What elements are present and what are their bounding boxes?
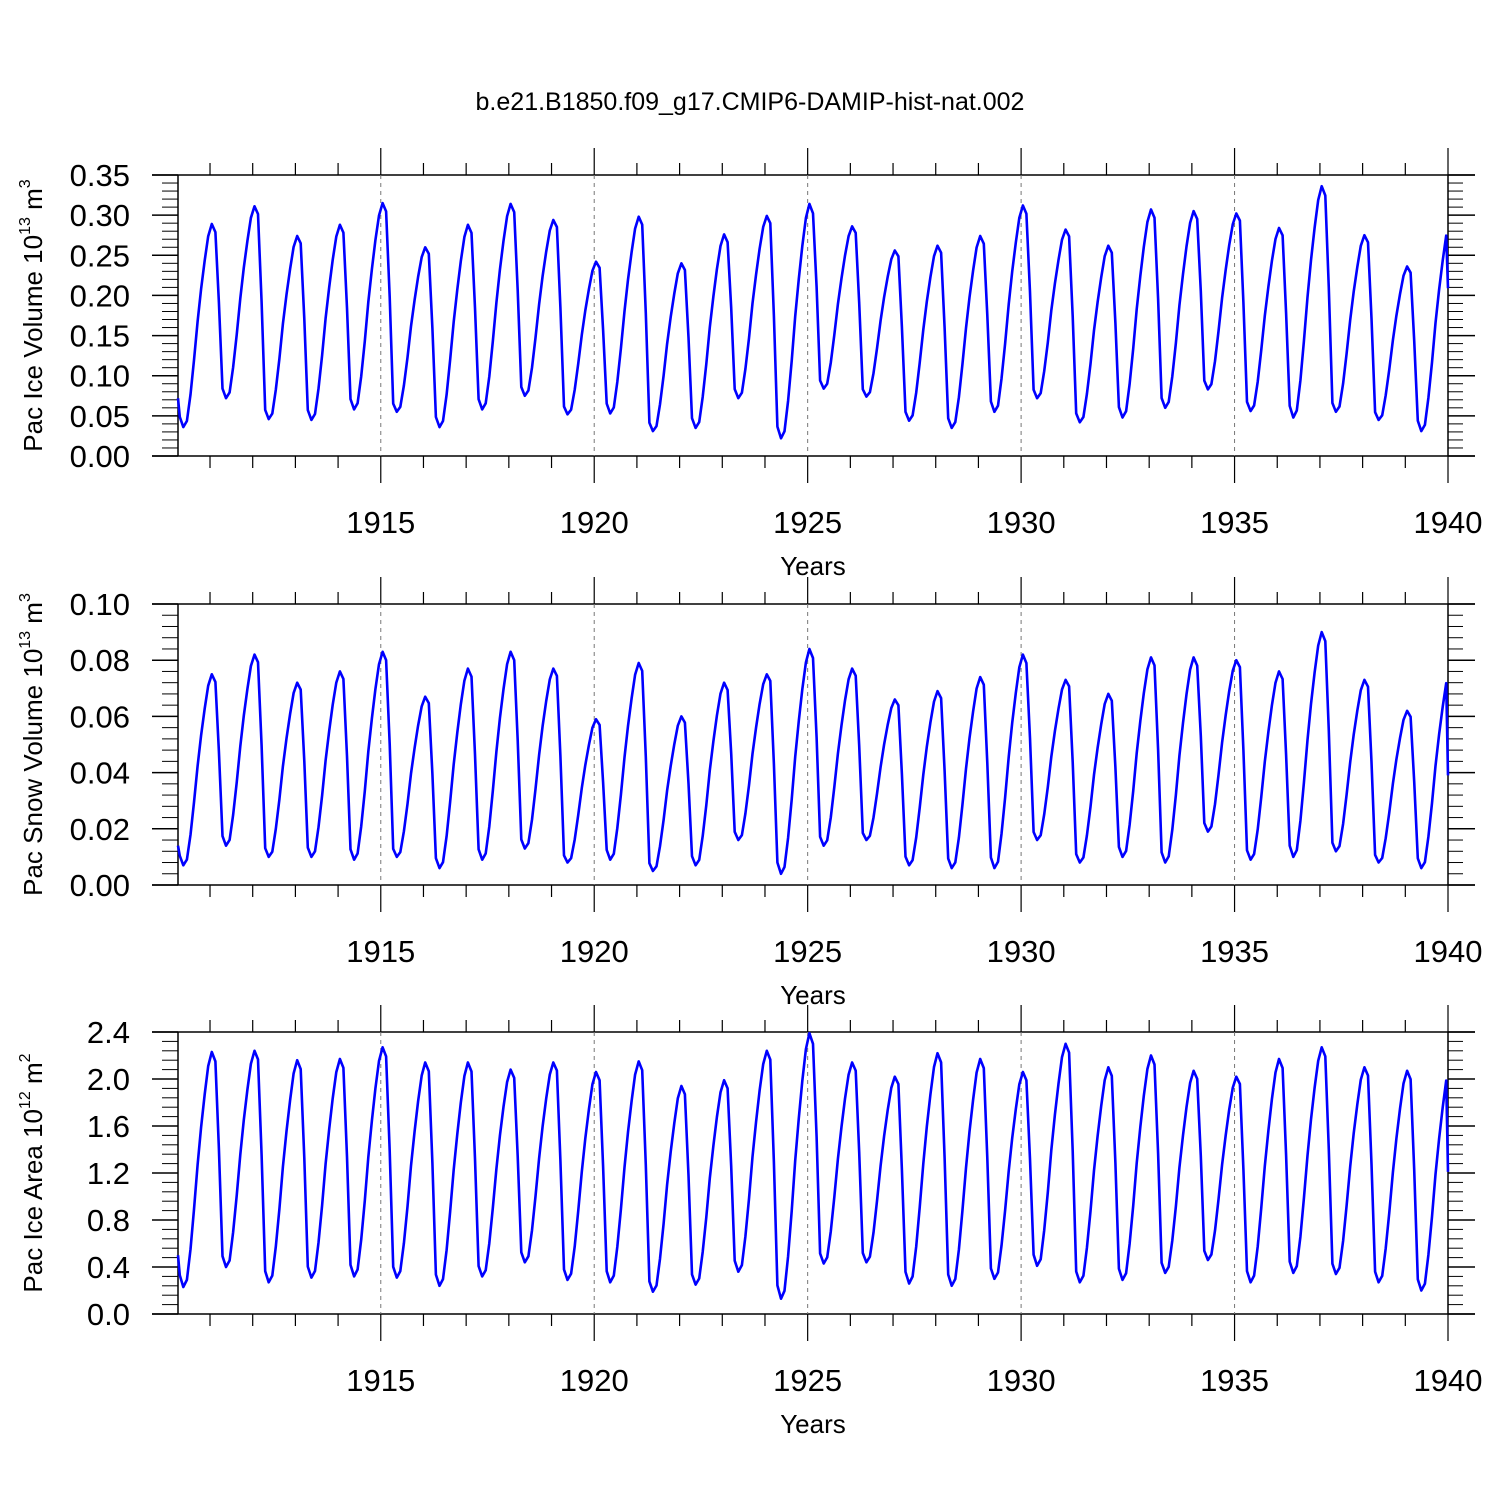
series-line: [176, 630, 1450, 876]
y-tick-label: 1.6: [87, 1109, 130, 1144]
x-tick-label: 1930: [987, 934, 1056, 969]
y-tick-label: 0.08: [70, 643, 130, 678]
y-axis-title: Pac Snow Volume 1013 m3: [17, 593, 48, 896]
y-tick-label: 0.20: [70, 278, 130, 313]
y-tick-label: 0.00: [70, 868, 130, 903]
x-axis-title: Years: [780, 980, 846, 1010]
x-tick-label: 1940: [1414, 1363, 1483, 1398]
y-tick-label: 0.25: [70, 238, 130, 273]
x-tick-label: 1920: [560, 1363, 629, 1398]
y-tick-label: 1.2: [87, 1156, 130, 1191]
series-line: [176, 1031, 1450, 1300]
x-axis-title: Years: [780, 551, 846, 581]
x-tick-label: 1930: [987, 505, 1056, 540]
y-tick-label: 0.10: [70, 587, 130, 622]
panel-snow-volume: 0.00 0.02 0.04 0.06 0.08 0.10 1915 1920 1925 1930…: [17, 577, 1482, 1010]
y-tick-label: 0.05: [70, 399, 130, 434]
x-tick-label: 1940: [1414, 505, 1483, 540]
x-tick-label: 1915: [346, 1363, 415, 1398]
panel-ice-area: 0.0 0.4 0.8 1.2 1.6 2.0 2.4 1915 1920 1925 1930 193…: [17, 1005, 1482, 1439]
x-tick-label: 1925: [773, 505, 842, 540]
x-tick-label: 1930: [987, 1363, 1056, 1398]
y-tick-label: 0.8: [87, 1203, 130, 1238]
series-line: [176, 184, 1450, 440]
x-axis-title: Years: [780, 1409, 846, 1439]
x-tick-label: 1915: [346, 505, 415, 540]
x-tick-label: 1935: [1200, 934, 1269, 969]
x-tick-label: 1920: [560, 505, 629, 540]
x-tick-label: 1925: [773, 1363, 842, 1398]
panel-ice-volume: 0.00 0.05 0.10 0.15 0.20 0.25 0.30 0.35 1915 1920…: [17, 148, 1482, 581]
x-tick-label: 1915: [346, 934, 415, 969]
y-tick-label: 0.00: [70, 439, 130, 474]
chart-title: b.e21.B1850.f09_g17.CMIP6-DAMIP-hist-nat…: [476, 88, 1025, 116]
x-tick-label: 1925: [773, 934, 842, 969]
y-axis-title: Pac Ice Volume 1013 m3: [17, 179, 48, 452]
y-tick-label: 0.02: [70, 812, 130, 847]
x-tick-label: 1935: [1200, 1363, 1269, 1398]
y-axis-title: Pac Ice Area 1012 m2: [17, 1053, 48, 1292]
y-tick-label: 0.04: [70, 756, 130, 791]
y-tick-label: 0.15: [70, 319, 130, 354]
y-tick-label: 0.35: [70, 158, 130, 193]
y-tick-label: 0.4: [87, 1250, 130, 1285]
y-tick-label: 0.30: [70, 198, 130, 233]
y-tick-label: 0.10: [70, 359, 130, 394]
y-tick-label: 2.0: [87, 1062, 130, 1097]
y-tick-label: 0.06: [70, 699, 130, 734]
y-tick-label: 2.4: [87, 1015, 130, 1050]
x-tick-label: 1940: [1414, 934, 1483, 969]
x-tick-label: 1920: [560, 934, 629, 969]
x-tick-label: 1935: [1200, 505, 1269, 540]
y-tick-label: 0.0: [87, 1297, 130, 1332]
